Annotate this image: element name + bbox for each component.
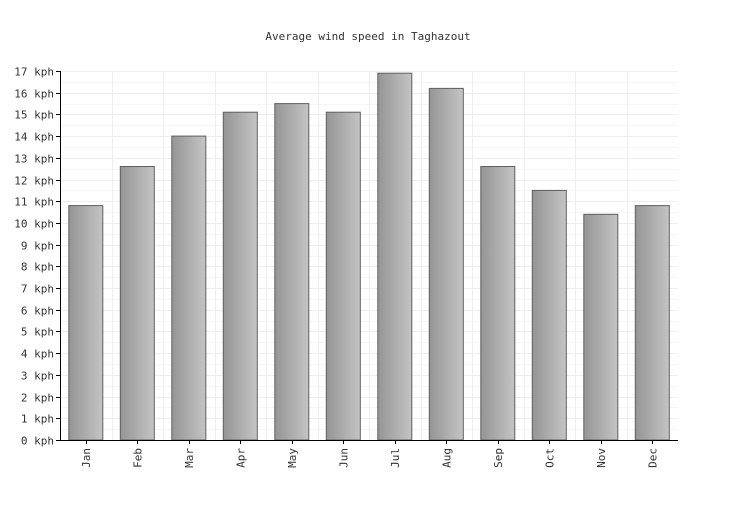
y-tick-label: 10 kph xyxy=(14,218,54,231)
bar-apr xyxy=(222,111,258,441)
bar-may xyxy=(274,103,310,441)
y-tick-label: 16 kph xyxy=(14,88,54,101)
bar-jul xyxy=(377,72,413,441)
x-tick-label: Apr xyxy=(234,448,247,468)
y-tick-label: 4 kph xyxy=(21,348,54,361)
y-tick-label: 17 kph xyxy=(14,66,54,79)
y-tick-label: 7 kph xyxy=(21,283,54,296)
bar-feb xyxy=(119,166,155,441)
y-tick-label: 2 kph xyxy=(21,392,54,405)
y-tick-label: 11 kph xyxy=(14,196,54,209)
y-tick-label: 14 kph xyxy=(14,131,54,144)
y-tick-label: 15 kph xyxy=(14,109,54,122)
chart-title: Average wind speed in Taghazout xyxy=(265,30,470,43)
y-tick-label: 1 kph xyxy=(21,413,54,426)
grid-layer xyxy=(60,71,678,440)
bar-jan xyxy=(68,205,104,441)
bar-oct xyxy=(531,189,567,441)
bar-layer xyxy=(68,72,670,441)
bar-nov xyxy=(583,213,619,441)
y-tick-label: 13 kph xyxy=(14,153,54,166)
x-tick-label: May xyxy=(286,448,299,468)
y-tick-label: 5 kph xyxy=(21,326,54,339)
x-tick-label: Nov xyxy=(595,448,608,468)
y-tick-label: 3 kph xyxy=(21,370,54,383)
bar-mar xyxy=(171,135,207,441)
y-tick-label: 6 kph xyxy=(21,305,54,318)
y-tick-label: 9 kph xyxy=(21,240,54,253)
axis-layer xyxy=(56,71,678,444)
x-tick-label: Jun xyxy=(337,448,350,468)
x-tick-label: Oct xyxy=(543,448,556,468)
x-tick-label: Jan xyxy=(80,448,93,468)
label-layer: 0 kph 1 kph 2 kph 3 kph 4 kph 5 kph 6 kph 7 kph… xyxy=(14,66,659,468)
x-tick-label: Sep xyxy=(492,448,505,468)
bar-dec xyxy=(634,205,670,441)
x-tick-label: Aug xyxy=(440,448,453,468)
y-tick-label: 0 kph xyxy=(21,435,54,448)
y-tick-label: 8 kph xyxy=(21,261,54,274)
y-tick-label: 12 kph xyxy=(14,175,54,188)
bar-jun xyxy=(325,111,361,441)
x-tick-label: Dec xyxy=(646,448,659,468)
x-tick-label: Feb xyxy=(131,448,144,468)
x-tick-label: Mar xyxy=(183,448,196,468)
bar-sep xyxy=(480,166,516,441)
bar-aug xyxy=(428,87,464,441)
x-tick-label: Jul xyxy=(389,448,402,468)
